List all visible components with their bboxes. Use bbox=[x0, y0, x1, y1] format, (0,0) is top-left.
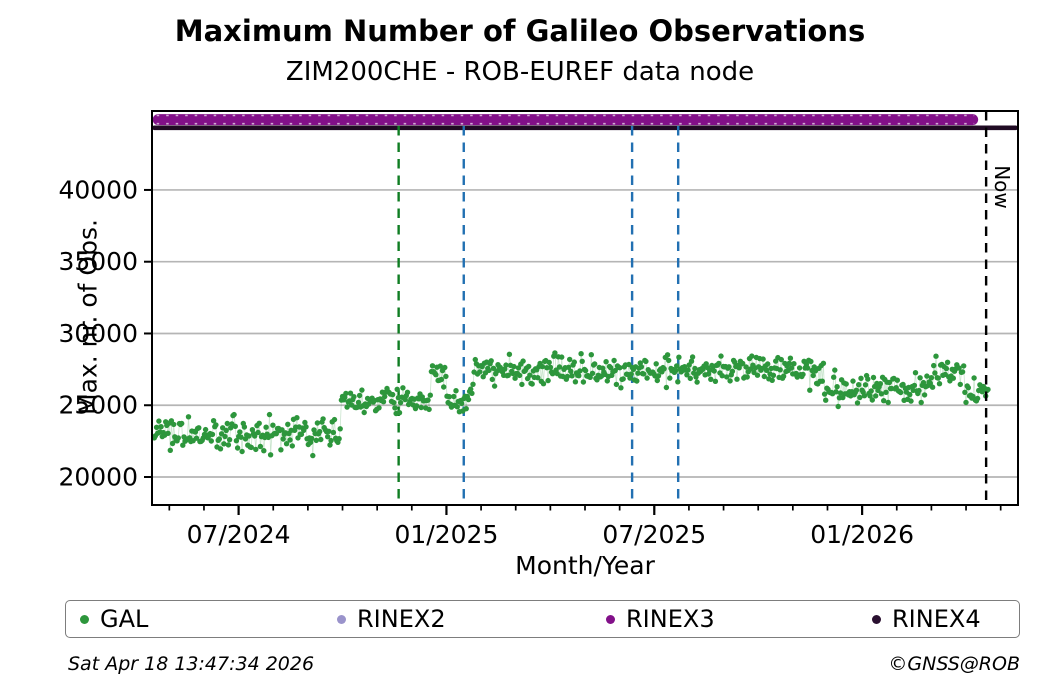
x-tick-label: 01/2026 bbox=[810, 520, 914, 549]
rinex-availability-bands bbox=[152, 114, 1018, 131]
y-tick-label: 30000 bbox=[58, 319, 138, 348]
legend: GAL RINEX2 RINEX3 RINEX4 bbox=[65, 600, 1020, 638]
x-tick-label: 07/2025 bbox=[602, 520, 706, 549]
gal-scatter-series bbox=[151, 350, 991, 459]
x-tick-label: 07/2024 bbox=[187, 520, 291, 549]
axis-ticks-and-labels: 20000 25000 30000 35000 40000 07/2024 01/2025 0… bbox=[58, 175, 1002, 549]
legend-label-rinex4: RINEX4 bbox=[892, 605, 981, 633]
legend-label-rinex2: RINEX2 bbox=[357, 605, 446, 633]
gal-marker-icon bbox=[80, 614, 89, 624]
y-tick-label: 40000 bbox=[58, 175, 138, 204]
chart-subtitle: ZIM200CHE - ROB-EUREF data node bbox=[285, 57, 755, 87]
rinex3-marker-icon bbox=[606, 614, 615, 624]
y-tick-label: 20000 bbox=[58, 463, 138, 492]
legend-label-gal: GAL bbox=[100, 605, 149, 633]
rinex4-marker-icon bbox=[872, 614, 881, 624]
copyright-text: ©GNSS@ROB bbox=[888, 653, 1020, 675]
timestamp-text: Sat Apr 18 13:47:34 2026 bbox=[68, 653, 315, 675]
legend-item-rinex4: RINEX4 bbox=[872, 601, 981, 637]
legend-label-rinex3: RINEX3 bbox=[626, 605, 715, 633]
y-tick-label: 25000 bbox=[58, 391, 138, 420]
x-tick-label: 01/2025 bbox=[395, 520, 499, 549]
event-vlines bbox=[397, 126, 680, 505]
gal-connecting-line bbox=[153, 352, 989, 456]
legend-item-rinex2: RINEX2 bbox=[337, 601, 446, 637]
y-axis-label: Max. nr. of Obs. bbox=[73, 219, 103, 415]
band-rinex4 bbox=[152, 125, 1018, 131]
x-axis-label: Month/Year bbox=[515, 551, 655, 580]
legend-item-rinex3: RINEX3 bbox=[606, 601, 715, 637]
gridlines bbox=[152, 189, 1018, 478]
band-rinex3 bbox=[152, 114, 979, 126]
plot-border bbox=[151, 110, 1019, 506]
legend-item-gal: GAL bbox=[80, 601, 148, 637]
rinex2-marker-icon bbox=[337, 614, 346, 624]
chart-title: Maximum Number of Galileo Observations bbox=[174, 14, 866, 48]
y-tick-label: 35000 bbox=[58, 247, 138, 276]
now-label: Now bbox=[990, 165, 1014, 209]
gal-points bbox=[151, 350, 991, 459]
